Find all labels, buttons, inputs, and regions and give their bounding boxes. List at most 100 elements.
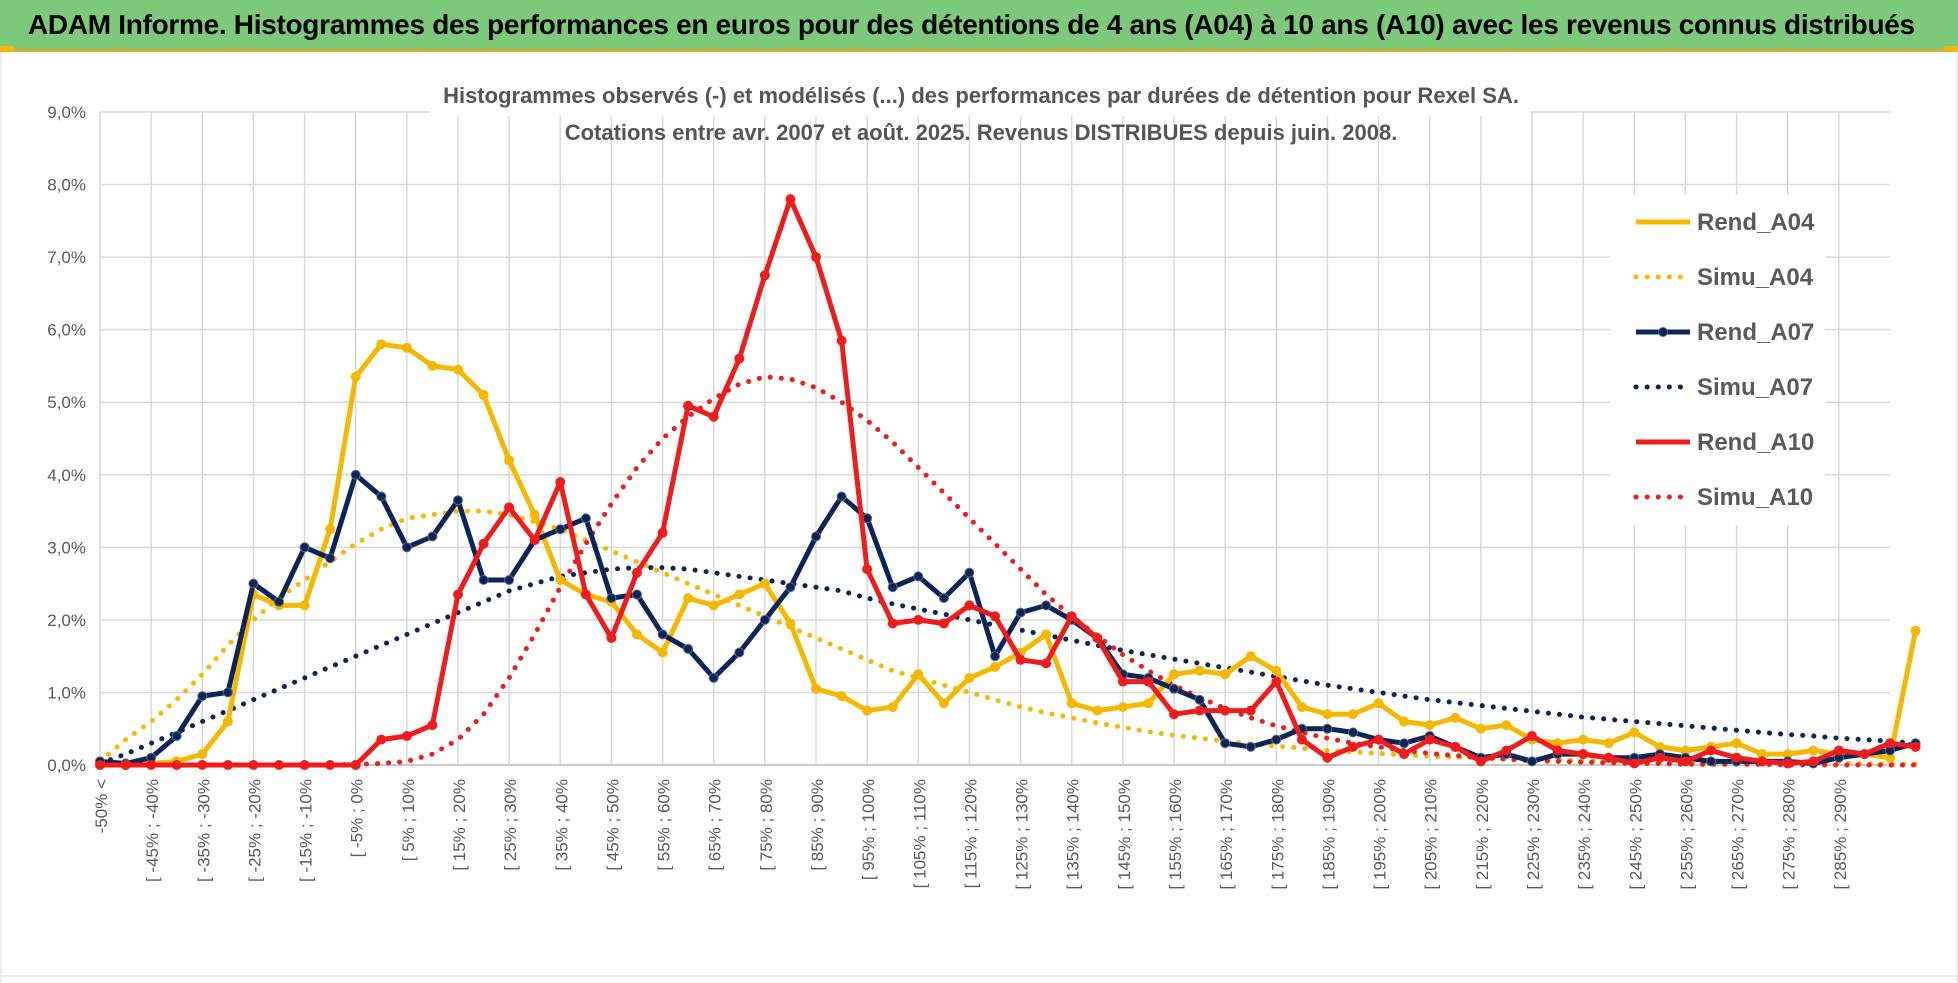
data-point — [1041, 658, 1052, 669]
data-point — [759, 578, 770, 589]
data-point — [1399, 716, 1410, 727]
data-point — [171, 760, 182, 770]
data-point — [504, 455, 515, 466]
x-tick-label: [ 65% ; 70% — [706, 779, 725, 871]
data-point — [632, 589, 642, 600]
y-tick-label: 9,0% — [47, 103, 86, 122]
data-point — [1552, 745, 1563, 756]
data-point — [1603, 752, 1614, 763]
data-point — [1169, 669, 1179, 680]
data-point — [580, 589, 591, 600]
x-tick-label: [ 155% ; 160% — [1166, 779, 1185, 890]
data-point — [478, 575, 489, 585]
data-point — [657, 527, 668, 538]
y-tick-label: 0,0% — [47, 756, 86, 775]
x-tick-label: [ 145% ; 150% — [1115, 779, 1134, 890]
data-point — [734, 589, 745, 600]
data-point — [555, 477, 566, 487]
x-tick-label: [ 75% ; 80% — [757, 779, 776, 871]
data-point — [913, 614, 924, 625]
data-point — [1220, 705, 1231, 716]
data-point — [1475, 723, 1486, 734]
data-point — [1757, 756, 1768, 767]
data-point — [657, 629, 668, 640]
data-point — [350, 760, 361, 770]
legend-label: Rend_A04 — [1697, 209, 1815, 236]
data-point — [990, 662, 1000, 672]
x-tick-label: [ -25% ; -20% — [245, 779, 264, 882]
data-point — [1143, 676, 1154, 687]
data-point — [350, 371, 361, 382]
data-point — [325, 760, 336, 770]
y-tick-label: 5,0% — [47, 393, 86, 412]
data-point — [708, 411, 719, 422]
data-point — [1245, 741, 1256, 752]
data-point — [1066, 611, 1077, 622]
data-point — [1808, 745, 1819, 756]
report-banner: ADAM Informe. Histogrammes des performan… — [0, 0, 1958, 52]
data-point — [1066, 698, 1077, 709]
data-point — [299, 760, 310, 770]
data-point — [580, 513, 591, 524]
legend-box — [1610, 195, 1825, 525]
data-point — [938, 593, 949, 604]
data-point — [836, 491, 847, 502]
data-point — [197, 749, 208, 760]
chart-title-line2: Cotations entre avr. 2007 et août. 2025.… — [565, 120, 1398, 145]
data-point — [1348, 741, 1358, 752]
data-point — [990, 611, 1000, 622]
data-point — [1885, 738, 1895, 749]
data-point — [1910, 741, 1921, 752]
y-tick-label: 7,0% — [47, 248, 86, 267]
x-tick-label: [ 285% ; 290% — [1831, 779, 1850, 890]
data-point — [1399, 738, 1410, 749]
data-point — [1271, 734, 1282, 745]
data-point — [401, 731, 412, 741]
legend-marker — [1658, 327, 1668, 337]
data-point — [197, 691, 208, 702]
data-point — [811, 252, 821, 263]
x-tick-label: [ 125% ; 130% — [1013, 779, 1032, 890]
data-point — [836, 335, 847, 346]
data-point — [1117, 676, 1128, 687]
y-tick-label: 4,0% — [47, 466, 86, 485]
x-tick-label: [ -15% ; -10% — [297, 779, 316, 882]
data-point — [350, 469, 361, 480]
data-point — [504, 575, 515, 585]
data-point — [1527, 756, 1537, 767]
report-title: ADAM Informe. Histogrammes des performan… — [28, 9, 1915, 40]
data-point — [785, 582, 796, 593]
data-point — [1578, 734, 1589, 745]
data-point — [1296, 702, 1307, 712]
chart-title-line1: Histogrammes observés (-) et modélisés (… — [443, 83, 1519, 108]
data-point — [887, 582, 898, 593]
data-point — [938, 618, 949, 629]
data-point — [683, 400, 694, 411]
x-tick-label: [ 245% ; 250% — [1626, 779, 1645, 890]
data-point — [1348, 709, 1358, 720]
data-point — [171, 731, 182, 741]
data-point — [1194, 665, 1205, 676]
data-point — [734, 647, 745, 658]
data-point — [1271, 676, 1282, 687]
legend-label: Simu_A04 — [1697, 264, 1814, 291]
data-point — [1859, 749, 1870, 760]
legend-label: Rend_A10 — [1697, 429, 1814, 456]
data-point — [299, 600, 310, 611]
data-point — [632, 567, 642, 578]
data-point — [401, 342, 412, 353]
data-point — [657, 647, 668, 658]
data-point — [1092, 633, 1103, 643]
series-line-simu-a10 — [97, 374, 1919, 768]
data-point — [1373, 698, 1384, 709]
x-tick-label: [ 195% ; 200% — [1371, 779, 1390, 890]
data-point — [1015, 654, 1026, 665]
x-tick-label: [ -45% ; -40% — [143, 779, 162, 882]
data-point — [299, 542, 310, 553]
data-point — [1731, 752, 1742, 763]
y-tick-label: 8,0% — [47, 176, 86, 195]
data-point — [683, 593, 694, 604]
data-point — [1833, 745, 1844, 756]
data-point — [606, 593, 617, 604]
data-point — [1399, 749, 1410, 760]
